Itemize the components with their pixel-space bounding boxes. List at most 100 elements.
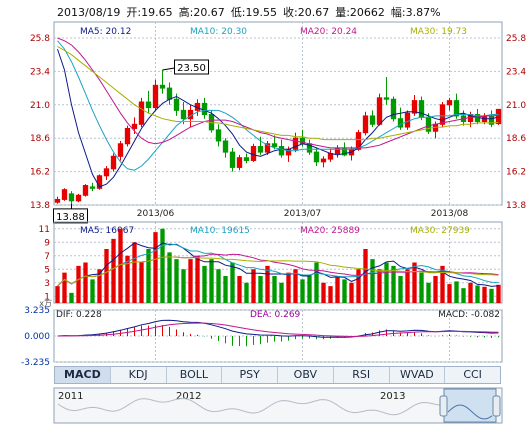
volume-bar <box>398 276 403 303</box>
price-tick-left: 23.4 <box>30 67 50 77</box>
volume-bar <box>167 252 172 303</box>
volume-bar <box>419 272 424 303</box>
candle-body <box>131 123 138 129</box>
candle-body <box>404 112 411 128</box>
tab-kdj[interactable]: KDJ <box>111 367 167 383</box>
quote-close: 收:20.67 <box>283 6 330 19</box>
indicator-tabs: MACD KDJ BOLL PSY OBV RSI WVAD CCI <box>54 366 501 384</box>
volume-bar <box>132 242 137 303</box>
candle-body <box>278 146 285 156</box>
candle-body <box>61 189 68 200</box>
tab-macd[interactable]: MACD <box>55 367 111 383</box>
volume-bar <box>363 249 368 303</box>
candle-body <box>201 102 208 116</box>
candle-body <box>327 153 334 160</box>
candle-body <box>159 84 166 89</box>
tab-obv[interactable]: OBV <box>278 367 334 383</box>
navigator-right-handle <box>492 395 501 417</box>
candle-body <box>383 97 390 100</box>
price-panel-frame <box>53 21 503 206</box>
volume-bar <box>335 276 340 303</box>
volume-ma-line <box>57 256 499 287</box>
volume-bar <box>328 286 333 303</box>
macd-tick: -3.235 <box>21 358 50 368</box>
volume-tick: 1 <box>44 292 50 302</box>
candle-body <box>54 198 61 203</box>
tab-wvad[interactable]: WVAD <box>390 367 446 383</box>
volume-ma-label: MA20: 25889 <box>300 226 360 236</box>
price-tick-right: 25.8 <box>506 34 526 44</box>
candle-body <box>257 146 264 153</box>
price-ma-label: MA5: 20.12 <box>80 27 131 37</box>
volume-bar <box>426 282 431 303</box>
volume-bar <box>342 279 347 303</box>
quote-high: 高:20.67 <box>178 6 225 19</box>
price-ma-line <box>57 37 499 149</box>
volume-tick: 9 <box>44 238 50 248</box>
volume-bar <box>433 276 438 303</box>
tab-boll[interactable]: BOLL <box>167 367 223 383</box>
volume-bar <box>377 269 382 303</box>
candle-body <box>292 137 299 150</box>
volume-bar <box>174 259 179 303</box>
volume-ma-label: MA10: 19615 <box>190 226 250 236</box>
volume-bar <box>153 232 158 303</box>
quote-change: 幅:3.87% <box>390 6 441 19</box>
high-marker-pointer <box>162 67 175 71</box>
volume-bar <box>272 276 277 303</box>
low-marker-label: 13.88 <box>56 212 85 223</box>
price-tick-right: 23.4 <box>506 67 526 77</box>
candle-body <box>117 143 124 157</box>
tab-psy[interactable]: PSY <box>222 367 278 383</box>
candle-body <box>250 146 257 161</box>
low-marker-box <box>53 208 88 224</box>
volume-bar <box>139 262 144 303</box>
tab-cci[interactable]: CCI <box>463 368 482 381</box>
navigator-frame <box>53 387 503 424</box>
volume-bar <box>447 284 452 303</box>
volume-bar <box>125 255 130 303</box>
price-ma-line <box>57 40 499 171</box>
candle-body <box>439 104 446 125</box>
volume-bar <box>160 228 165 303</box>
price-tick-left: 18.6 <box>30 134 50 144</box>
candle-body <box>222 140 229 153</box>
volume-bar <box>440 265 445 303</box>
price-tick-right: 13.8 <box>506 201 526 211</box>
candle-body <box>180 109 187 120</box>
candle-body <box>152 84 159 109</box>
candle-body <box>68 193 75 202</box>
x-tick-label: 2013/07 <box>284 209 321 219</box>
volume-bar <box>195 255 200 303</box>
volume-bar <box>230 262 235 303</box>
candle-body <box>453 100 460 117</box>
candle-body <box>75 194 82 202</box>
candle-body <box>418 100 425 118</box>
high-marker-label: 23.50 <box>177 63 206 74</box>
candle-body <box>390 98 397 120</box>
candle-body <box>397 118 404 128</box>
tab-rsi[interactable]: RSI <box>334 367 390 383</box>
navigator-left-handle <box>439 395 448 417</box>
volume-bar <box>118 228 123 303</box>
x-tick-label: 2013/06 <box>137 209 175 219</box>
price-ma-label: MA10: 20.30 <box>190 27 247 37</box>
price-tick-right: 18.6 <box>506 134 526 144</box>
x-tick-label: 2013/08 <box>431 209 469 219</box>
candle-body <box>124 127 131 145</box>
candle-body <box>89 186 96 189</box>
volume-bar <box>286 272 291 303</box>
macd-dea-line <box>57 322 499 338</box>
volume-bar <box>454 281 459 303</box>
price-tick-left: 13.8 <box>30 201 50 211</box>
volume-bar <box>349 282 354 303</box>
volume-ma-line <box>57 243 499 287</box>
volume-bar <box>111 238 116 303</box>
volume-bar <box>209 259 214 303</box>
volume-bar <box>223 276 228 303</box>
volume-bar <box>412 262 417 303</box>
candle-body <box>446 100 453 106</box>
volume-bar <box>307 276 312 303</box>
volume-bar <box>475 285 480 303</box>
volume-bar <box>181 269 186 303</box>
